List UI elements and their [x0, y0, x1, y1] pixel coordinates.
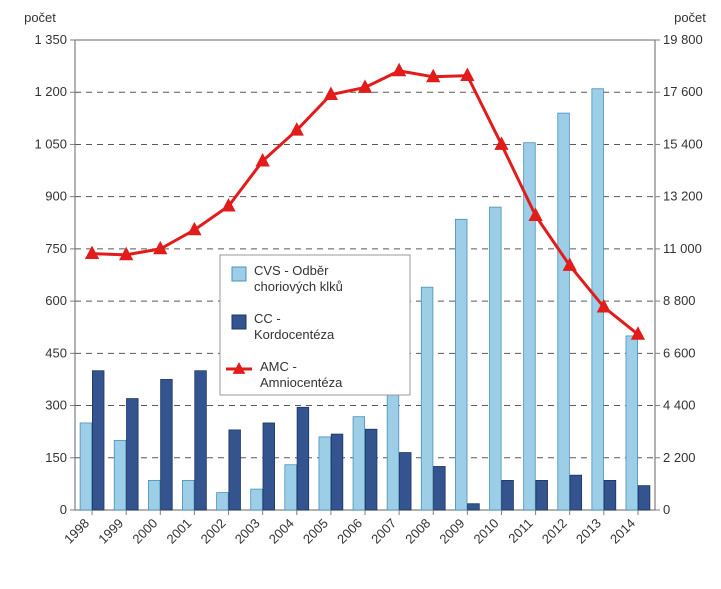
legend-cvs-label-line1: CVS - Odběr [254, 263, 329, 278]
bar-cc [331, 434, 343, 510]
ytick-label-right: 6 600 [663, 345, 696, 360]
bar-cc [365, 429, 377, 510]
bar-cc [399, 453, 411, 510]
bar-cc [434, 466, 446, 510]
ytick-label-left: 150 [45, 450, 67, 465]
bar-cvs [148, 480, 160, 510]
legend-cc-label-line2: Kordocentéza [254, 327, 335, 342]
bar-cvs [319, 437, 331, 510]
bar-cvs [455, 219, 467, 510]
legend-amc-label-line1: AMC - [260, 359, 297, 374]
bar-cvs [285, 465, 297, 510]
bar-cvs [421, 287, 433, 510]
legend-cc-swatch [232, 315, 246, 329]
bar-cc [502, 480, 514, 510]
bar-cc [638, 486, 650, 510]
bar-cvs [490, 207, 502, 510]
ytick-label-left: 1 200 [34, 84, 67, 99]
ytick-label-right: 19 800 [663, 32, 703, 47]
bar-cc [604, 480, 616, 510]
bar-cvs [251, 489, 263, 510]
ytick-label-right: 13 200 [663, 189, 703, 204]
legend-cc-label-line1: CC - [254, 311, 281, 326]
bar-cc [297, 407, 309, 510]
ytick-label-right: 17 600 [663, 84, 703, 99]
bar-cvs [217, 493, 229, 510]
ytick-label-left: 0 [60, 502, 67, 517]
ytick-label-right: 0 [663, 502, 670, 517]
ytick-label-left: 750 [45, 241, 67, 256]
ytick-label-right: 4 400 [663, 398, 696, 413]
chart-svg: 0 150 300 450 600 750 900 1 050 1 200 1 350 0 2 200… [0, 0, 721, 589]
bar-cc [92, 371, 104, 510]
bar-cvs [80, 423, 92, 510]
bar-cvs [353, 417, 365, 510]
bar-cc [468, 504, 480, 510]
ytick-label-left: 1 050 [34, 136, 67, 151]
bar-cc [161, 379, 173, 510]
bar-cvs [558, 113, 570, 510]
right-axis-title: počet [674, 10, 706, 25]
bar-cvs [114, 440, 126, 510]
bar-cvs [182, 480, 194, 510]
ytick-label-right: 8 800 [663, 293, 696, 308]
bar-cc [570, 475, 582, 510]
ytick-label-left: 1 350 [34, 32, 67, 47]
ytick-label-left: 600 [45, 293, 67, 308]
legend-cvs-label-line2: choriových klků [254, 279, 343, 294]
ytick-label-right: 2 200 [663, 450, 696, 465]
legend-amc-label-line2: Amniocentéza [260, 375, 343, 390]
ytick-label-right: 15 400 [663, 136, 703, 151]
bar-cc [229, 430, 241, 510]
legend-cvs-swatch [232, 267, 246, 281]
chart-container: 0 150 300 450 600 750 900 1 050 1 200 1 350 0 2 200… [0, 0, 721, 589]
left-axis-title: počet [24, 10, 56, 25]
ytick-label-right: 11 000 [663, 241, 702, 256]
bar-cc [195, 371, 207, 510]
ytick-label-left: 300 [45, 398, 67, 413]
ytick-label-left: 900 [45, 189, 67, 204]
ytick-label-left: 450 [45, 345, 67, 360]
bar-cc [263, 423, 275, 510]
bar-cc [127, 399, 139, 510]
bar-cvs [626, 336, 638, 510]
bar-cc [536, 480, 548, 510]
